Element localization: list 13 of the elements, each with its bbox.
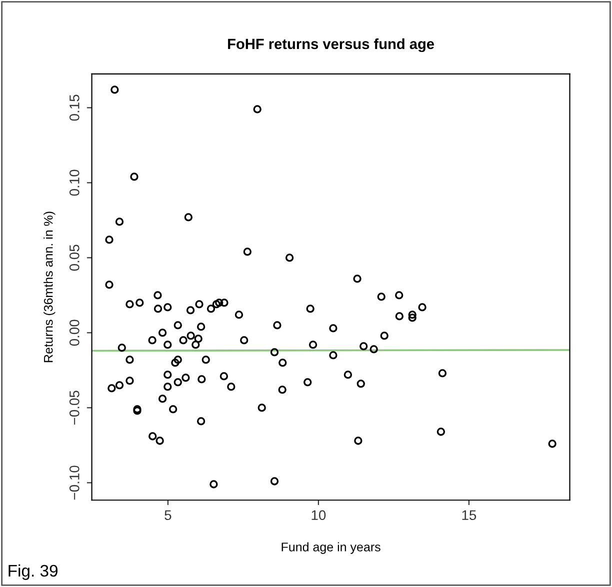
y-tick-label: −0.10 (69, 466, 80, 500)
y-tick-label: −0.05 (69, 390, 80, 425)
chart-title: FoHF returns versus fund age (228, 38, 434, 52)
x-tick-label: 15 (462, 510, 476, 520)
x-tick-label: 5 (164, 510, 172, 520)
y-tick-label: 0.00 (69, 320, 80, 346)
caption: Fig. 39 (8, 564, 58, 580)
x-tick-label: 10 (312, 510, 326, 520)
y-tick-label: 0.05 (69, 244, 80, 271)
y-tick-label: 0.15 (69, 94, 80, 121)
y-axis-title: Returns (36mths ann. in %) (44, 212, 56, 362)
x-axis-title: Fund age in years (282, 542, 380, 554)
y-tick-label: 0.10 (69, 170, 80, 196)
